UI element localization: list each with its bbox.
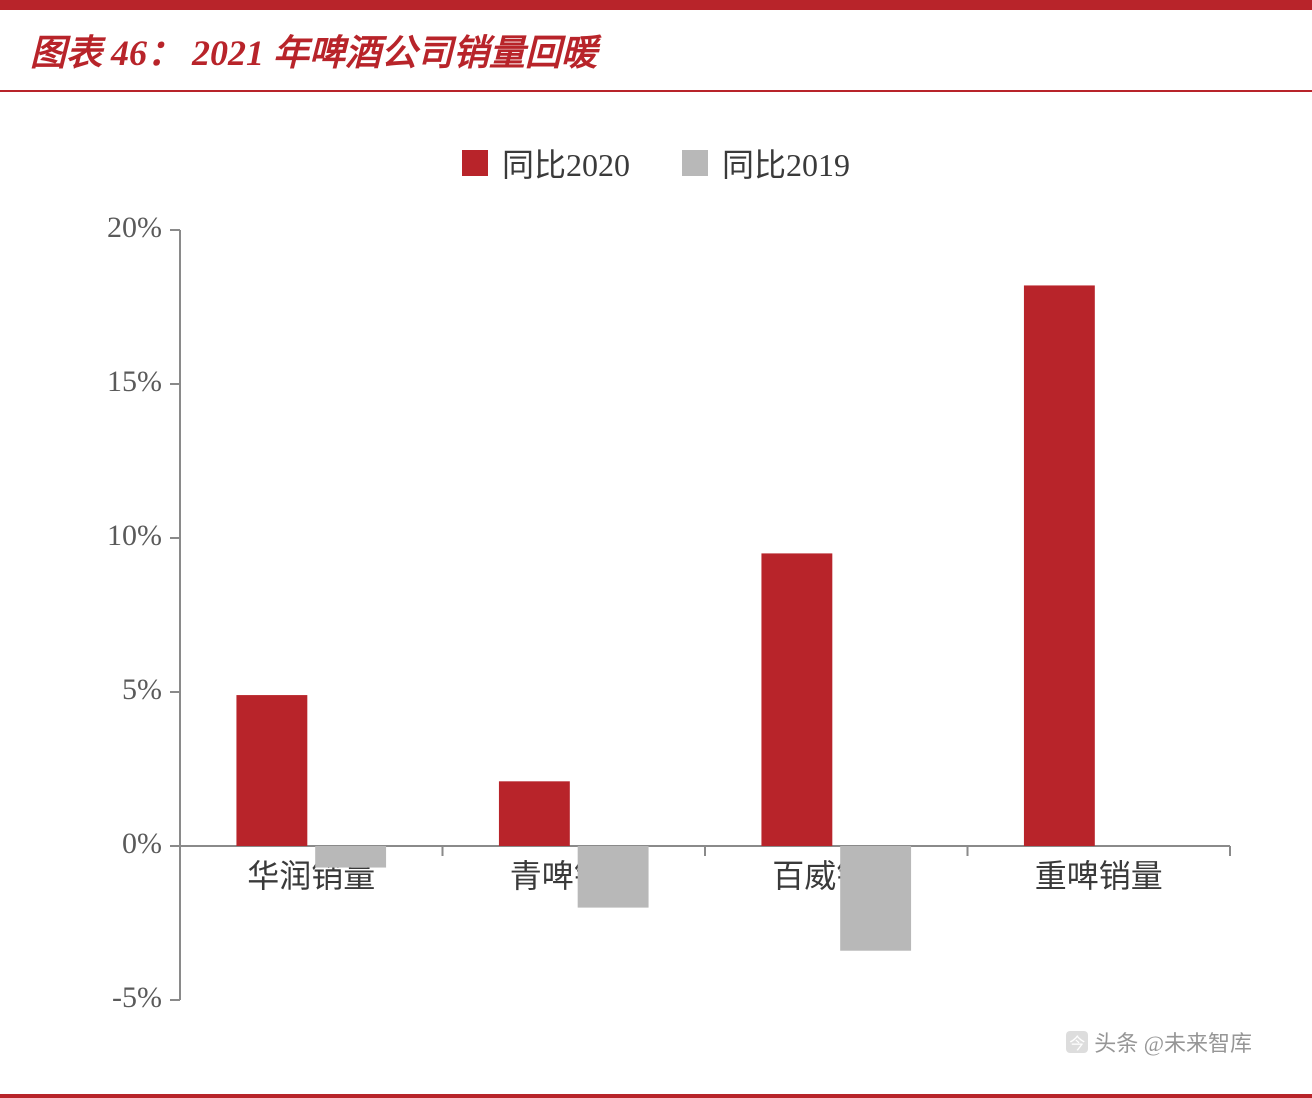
bar [840, 846, 911, 951]
chart-svg: -5%0%5%10%15%20%华润销量青啤销量百威销量重啤销量 [70, 210, 1250, 1030]
bottom-red-bar [0, 1094, 1312, 1098]
watermark-icon: 今 [1066, 1031, 1088, 1053]
legend-swatch-grey [682, 150, 708, 176]
legend-item: 同比2019 [682, 140, 850, 186]
title-prefix: 图表 46： [30, 33, 183, 73]
legend-item: 同比2020 [462, 140, 630, 186]
watermark-icon-glyph: 今 [1069, 1030, 1085, 1054]
bar [1024, 285, 1095, 846]
bar-chart: -5%0%5%10%15%20%华润销量青啤销量百威销量重啤销量 [70, 210, 1250, 1030]
legend-label: 同比2020 [502, 140, 630, 186]
bar [578, 846, 649, 908]
figure-frame: 图表 46： 2021 年啤酒公司销量回暖 同比2020 同比2019 -5% 0… [0, 0, 1312, 1098]
title-underline [0, 90, 1312, 92]
y-tick-label: 5% [122, 673, 162, 706]
bar [499, 781, 570, 846]
title-text: 2021 年啤酒公司销量回暖 [192, 33, 597, 73]
y-tick-label: -5% [112, 981, 162, 1014]
bar [236, 695, 307, 846]
x-category-label: 重啤销量 [1035, 858, 1163, 894]
y-tick-label: 20% [107, 211, 162, 244]
y-tick-label: 10% [107, 519, 162, 552]
legend-swatch-red [462, 150, 488, 176]
y-tick-label: 0% [122, 827, 162, 860]
bar [761, 553, 832, 846]
top-red-bar [0, 0, 1312, 10]
watermark-text: 头条 @未来智库 [1094, 1026, 1252, 1058]
chart-title: 图表 46： 2021 年啤酒公司销量回暖 [30, 24, 597, 76]
y-tick-label: 15% [107, 365, 162, 398]
bar [315, 846, 386, 868]
legend-label: 同比2019 [722, 140, 850, 186]
watermark: 今 头条 @未来智库 [1066, 1026, 1252, 1058]
legend: 同比2020 同比2019 [0, 140, 1312, 186]
